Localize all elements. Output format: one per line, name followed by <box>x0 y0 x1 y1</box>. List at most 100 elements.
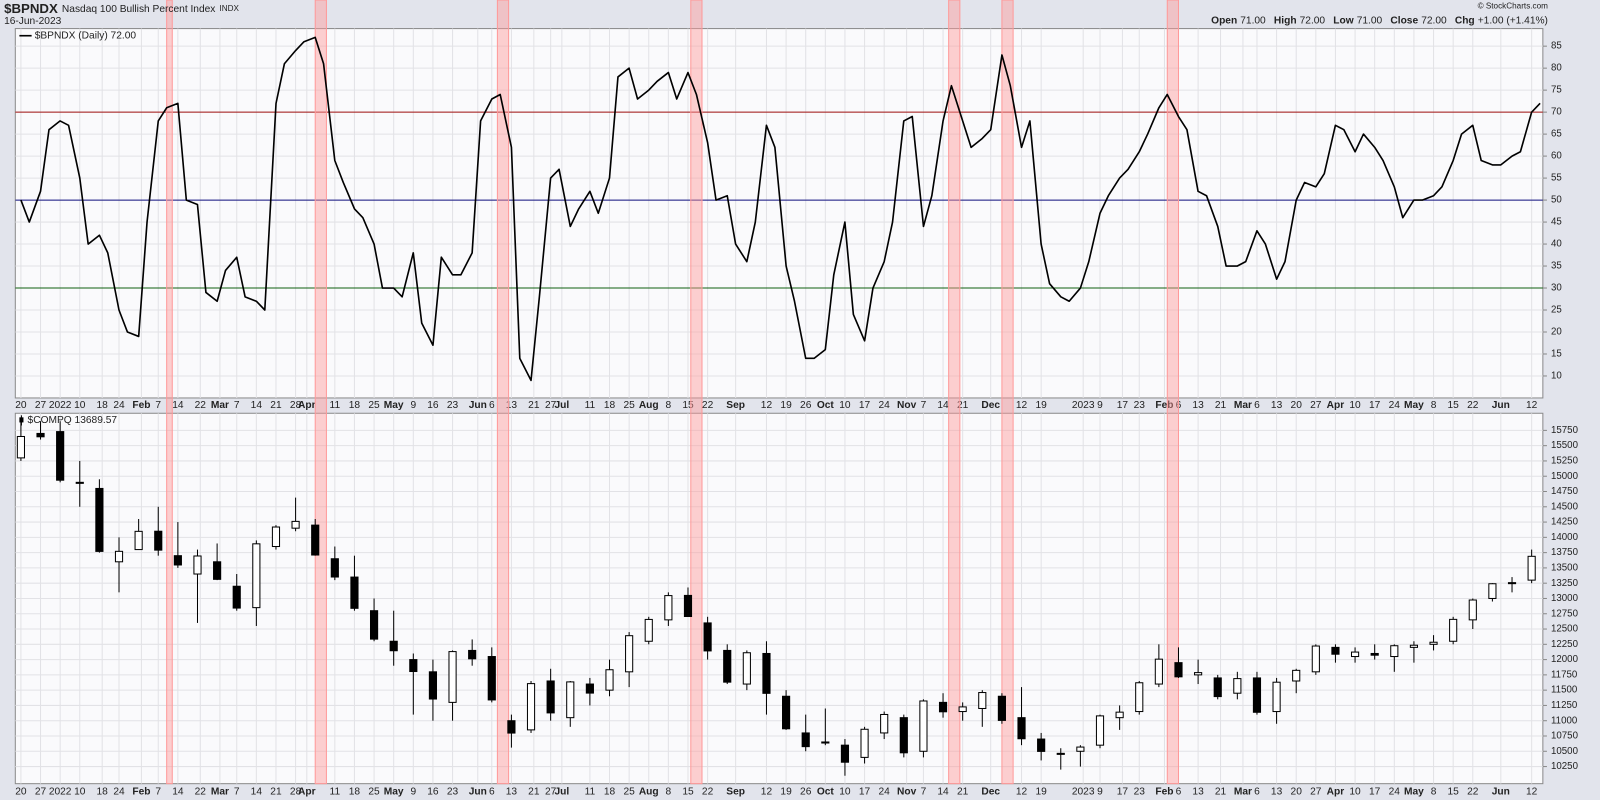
x-tick-label: 18 <box>97 400 109 411</box>
quote-label: Low <box>1333 15 1353 26</box>
x-tick-label: 11 <box>585 787 596 798</box>
highlight-band <box>690 0 703 785</box>
candle-body <box>311 524 320 556</box>
x-tick-label: 18 <box>349 787 361 798</box>
x-tick-label: Jun <box>469 400 487 411</box>
x-tick-label: 7 <box>921 787 927 798</box>
candle-body <box>605 669 614 691</box>
highlight-band <box>166 0 173 785</box>
x-tick-label: 2022 <box>49 787 72 798</box>
x-tick-label: 13 <box>1192 400 1204 411</box>
y-tick-label: 12500 <box>1551 624 1579 635</box>
x-tick-label: 18 <box>349 400 361 411</box>
x-tick-label: May <box>384 400 404 411</box>
x-tick-label: Jul <box>554 400 569 411</box>
x-tick-label: 8 <box>666 787 672 798</box>
x-tick-label: 12 <box>1016 400 1028 411</box>
x-tick-label: 12 <box>761 787 773 798</box>
candle-body <box>585 683 594 694</box>
x-tick-label: 2022 <box>49 400 72 411</box>
x-tick-label: 8 <box>666 400 672 411</box>
candle-body <box>1409 644 1419 648</box>
y-tick-label: 10 <box>1551 371 1562 382</box>
candle-body <box>860 728 869 758</box>
quote-value: 71.00 <box>1240 15 1266 26</box>
candle-body <box>840 744 850 763</box>
x-tick-label: 15 <box>682 787 694 798</box>
x-tick-label: 12 <box>761 400 773 411</box>
x-tick-label: Dec <box>981 787 1000 798</box>
y-tick-label: 15750 <box>1551 425 1579 436</box>
y-tick-label: 30 <box>1551 283 1562 294</box>
candle-body <box>978 692 987 710</box>
index-name: Nasdaq 100 Bullish Percent Index <box>62 4 215 15</box>
y-tick-label: 11250 <box>1551 700 1578 711</box>
y-tick-label: 13000 <box>1551 593 1579 604</box>
x-tick-label: Oct <box>817 787 835 798</box>
candle-body <box>193 555 202 575</box>
x-tick-label: Sep <box>726 787 745 798</box>
x-tick-label: 23 <box>447 400 459 411</box>
candle-body <box>1037 738 1046 752</box>
x-tick-label: 17 <box>1117 787 1129 798</box>
candle-body <box>683 594 693 618</box>
candle-body <box>330 558 339 578</box>
x-tick-label: Oct <box>817 400 835 411</box>
x-tick-label: Jul <box>554 787 569 798</box>
quote-value: 71.00 <box>1357 15 1383 26</box>
candle-body <box>252 543 261 609</box>
x-tick-label: May <box>1404 787 1424 798</box>
candle-body <box>801 732 810 748</box>
highlight-band <box>1001 0 1014 785</box>
candle-body <box>154 530 163 551</box>
candle-body <box>1213 677 1222 698</box>
quote-value: 72.00 <box>1300 15 1326 26</box>
y-tick-label: 10250 <box>1551 761 1579 772</box>
highlights <box>166 0 1179 785</box>
candle-body <box>644 618 653 642</box>
candle-body <box>958 706 967 713</box>
candle-body <box>409 659 418 673</box>
x-tick-label: 24 <box>1389 400 1401 411</box>
candle-body <box>1252 677 1262 713</box>
x-tick-label: 22 <box>1467 787 1479 798</box>
y-tick-label: 15500 <box>1551 440 1579 451</box>
x-tick-label: 7 <box>234 787 240 798</box>
y-tick-label: 35 <box>1551 261 1562 272</box>
x-tick-label: 28 <box>290 787 302 798</box>
x-tick-label: 11 <box>330 400 341 411</box>
y-tick-label: 12250 <box>1551 639 1579 650</box>
x-tick-label: Mar <box>1234 400 1252 411</box>
y-tick-label: 11500 <box>1551 685 1578 696</box>
x-tick-label: 7 <box>921 400 927 411</box>
candle-body <box>468 649 477 660</box>
x-tick-label: 16 <box>427 400 439 411</box>
x-tick-label: 9 <box>410 787 416 798</box>
candle-body <box>1272 681 1281 713</box>
x-tick-label: Nov <box>897 400 917 411</box>
x-tick-label: 22 <box>702 787 714 798</box>
x-tick-label: 23 <box>1134 787 1146 798</box>
x-tick-label: Apr <box>298 787 316 798</box>
x-tick-label: 7 <box>234 400 240 411</box>
x-tick-label: 10 <box>839 787 851 798</box>
x-tick-label: 21 <box>528 400 540 411</box>
x-tick-label: 6 <box>1254 400 1260 411</box>
y-tick-label: 12000 <box>1551 654 1579 665</box>
header: $BPNDX Nasdaq 100 Bullish Percent Index IN… <box>4 1 239 16</box>
candle-body <box>1311 645 1320 673</box>
candle-body <box>566 681 575 719</box>
x-tick-label: 25 <box>623 400 635 411</box>
y-tick-label: 65 <box>1551 129 1562 140</box>
candle-body <box>919 700 928 752</box>
quote-label: Chg <box>1455 15 1475 26</box>
x-tick-label: 20 <box>1291 787 1303 798</box>
candle-body <box>232 585 241 609</box>
x-tick-label: 19 <box>1035 400 1047 411</box>
x-tick-label: 27 <box>545 400 557 411</box>
x-tick-label: 13 <box>506 787 518 798</box>
x-tick-label: 24 <box>879 787 891 798</box>
y-tick-label: 11750 <box>1551 669 1578 680</box>
x-tick-label: 13 <box>506 400 518 411</box>
x-tick-label: 21 <box>957 787 969 798</box>
